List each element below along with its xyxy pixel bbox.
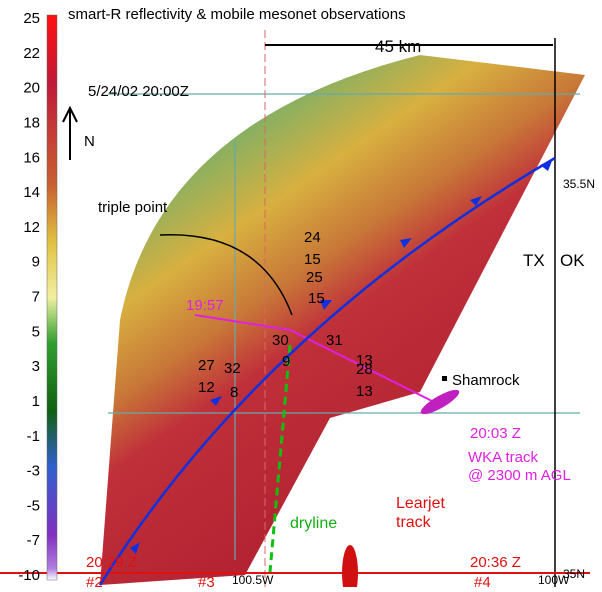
scale-label: 9 xyxy=(32,254,40,271)
north: N xyxy=(84,133,95,150)
wind-ob: 12 xyxy=(198,379,215,396)
radar-sector xyxy=(100,55,585,585)
scale-bar-label: 45 km xyxy=(375,37,421,56)
learjet-end: 20:36 Z xyxy=(470,554,521,571)
longitude: 100.5W xyxy=(232,573,274,587)
scale-label: 18 xyxy=(23,114,40,131)
scale-label: 16 xyxy=(23,149,40,166)
state: TX xyxy=(523,251,545,270)
longitude: 100W xyxy=(538,573,570,587)
figure: 2522201816141297531-1-3-5-7-10 smart-R r… xyxy=(0,0,602,587)
scale-label: 14 xyxy=(23,184,40,201)
color-bar xyxy=(47,15,57,580)
wind-ob: 24 xyxy=(304,229,321,246)
scale-label: 12 xyxy=(23,219,40,236)
wind-ob: 25 xyxy=(306,269,323,286)
scale-label: 20 xyxy=(23,80,40,97)
wind-ob: 28 xyxy=(356,361,373,378)
scale-label: 1 xyxy=(32,393,40,410)
scale-label: 5 xyxy=(32,323,40,340)
scale-label: 22 xyxy=(23,45,40,62)
town: Shamrock xyxy=(452,372,520,389)
timestamp: 5/24/02 20:00Z xyxy=(88,83,189,100)
wind-ob: 32 xyxy=(224,360,241,377)
scale-label: -3 xyxy=(27,463,40,480)
wind-ob: 13 xyxy=(356,383,373,400)
latitude: 35.5N xyxy=(563,177,595,191)
scale-label: -7 xyxy=(27,532,40,549)
scale-label: 7 xyxy=(32,289,40,306)
wind-ob: 30 xyxy=(272,332,289,349)
dryline: dryline xyxy=(290,515,337,532)
leg: #3 xyxy=(198,574,215,587)
learjet-icon xyxy=(342,545,358,587)
learjet-start: 20:29 Z xyxy=(86,554,137,571)
wka-start: 19:57 xyxy=(186,297,224,314)
wka-end: 20:03 Z xyxy=(470,425,521,442)
wind-ob: 31 xyxy=(326,332,343,349)
wind-ob: 8 xyxy=(230,384,238,401)
title: smart-R reflectivity & mobile mesonet ob… xyxy=(68,6,406,23)
scale-label: 25 xyxy=(23,10,40,27)
leg: #4 xyxy=(474,574,491,587)
leg: #2 xyxy=(86,574,103,587)
wind-ob: 15 xyxy=(304,251,321,268)
reflectivity xyxy=(100,55,585,585)
scale-label: -5 xyxy=(27,497,40,514)
scale-label: 3 xyxy=(32,358,40,375)
town-dot xyxy=(442,376,447,381)
state: OK xyxy=(560,251,585,270)
scale-label: -10 xyxy=(18,567,40,584)
scale-label: -1 xyxy=(27,428,40,445)
triple-point: triple point xyxy=(98,199,168,216)
color-scale-labels: 25 22 20 18 16 14 12 9 7 5 3 1 -1 -3 -5 -7 -10 xyxy=(18,10,40,584)
wind-ob: 9 xyxy=(282,353,290,370)
wind-ob: 15 xyxy=(308,290,325,307)
wind-ob: 27 xyxy=(198,357,215,374)
